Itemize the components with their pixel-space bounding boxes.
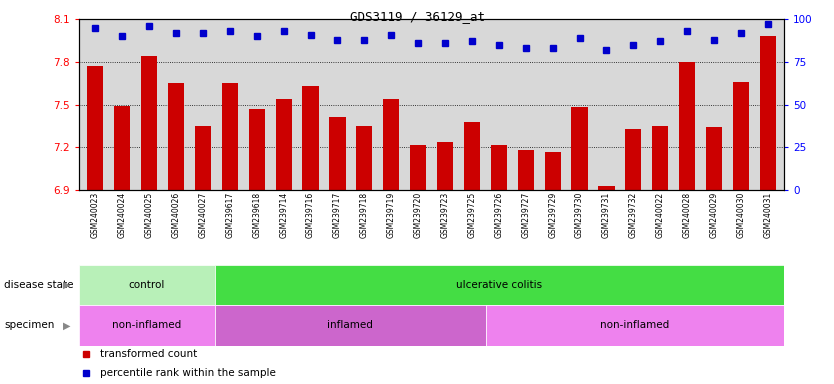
Bar bbox=[168, 83, 184, 384]
Text: disease state: disease state bbox=[4, 280, 73, 290]
Bar bbox=[545, 152, 560, 384]
Bar bbox=[598, 186, 615, 384]
Bar bbox=[410, 144, 426, 384]
Text: ▶: ▶ bbox=[63, 280, 71, 290]
Bar bbox=[275, 99, 292, 384]
Text: ulcerative colitis: ulcerative colitis bbox=[456, 280, 542, 290]
Bar bbox=[195, 126, 211, 384]
Bar bbox=[437, 142, 453, 384]
Bar bbox=[733, 82, 749, 384]
Bar bbox=[626, 129, 641, 384]
Text: inflamed: inflamed bbox=[327, 320, 374, 331]
Bar bbox=[760, 36, 776, 384]
Bar bbox=[114, 106, 130, 384]
Bar bbox=[249, 109, 265, 384]
Bar bbox=[383, 99, 399, 384]
Bar bbox=[303, 86, 319, 384]
Bar bbox=[571, 108, 588, 384]
Bar bbox=[222, 83, 238, 384]
Bar bbox=[79, 265, 214, 305]
Text: non-inflamed: non-inflamed bbox=[600, 320, 670, 331]
Bar bbox=[679, 62, 696, 384]
Bar bbox=[518, 150, 534, 384]
Bar bbox=[79, 305, 214, 346]
Bar bbox=[706, 127, 722, 384]
Bar bbox=[485, 305, 784, 346]
Bar bbox=[652, 126, 668, 384]
Text: transformed count: transformed count bbox=[100, 349, 198, 359]
Text: non-inflamed: non-inflamed bbox=[113, 320, 182, 331]
Bar bbox=[356, 126, 373, 384]
Text: specimen: specimen bbox=[4, 320, 54, 331]
Bar bbox=[88, 66, 103, 384]
Bar bbox=[464, 122, 480, 384]
Bar bbox=[141, 56, 158, 384]
Bar bbox=[214, 265, 784, 305]
Bar bbox=[490, 144, 507, 384]
Bar bbox=[214, 305, 485, 346]
Text: GDS3119 / 36129_at: GDS3119 / 36129_at bbox=[349, 10, 485, 23]
Text: control: control bbox=[128, 280, 165, 290]
Bar bbox=[329, 118, 345, 384]
Text: ▶: ▶ bbox=[63, 320, 71, 331]
Text: percentile rank within the sample: percentile rank within the sample bbox=[100, 368, 276, 378]
